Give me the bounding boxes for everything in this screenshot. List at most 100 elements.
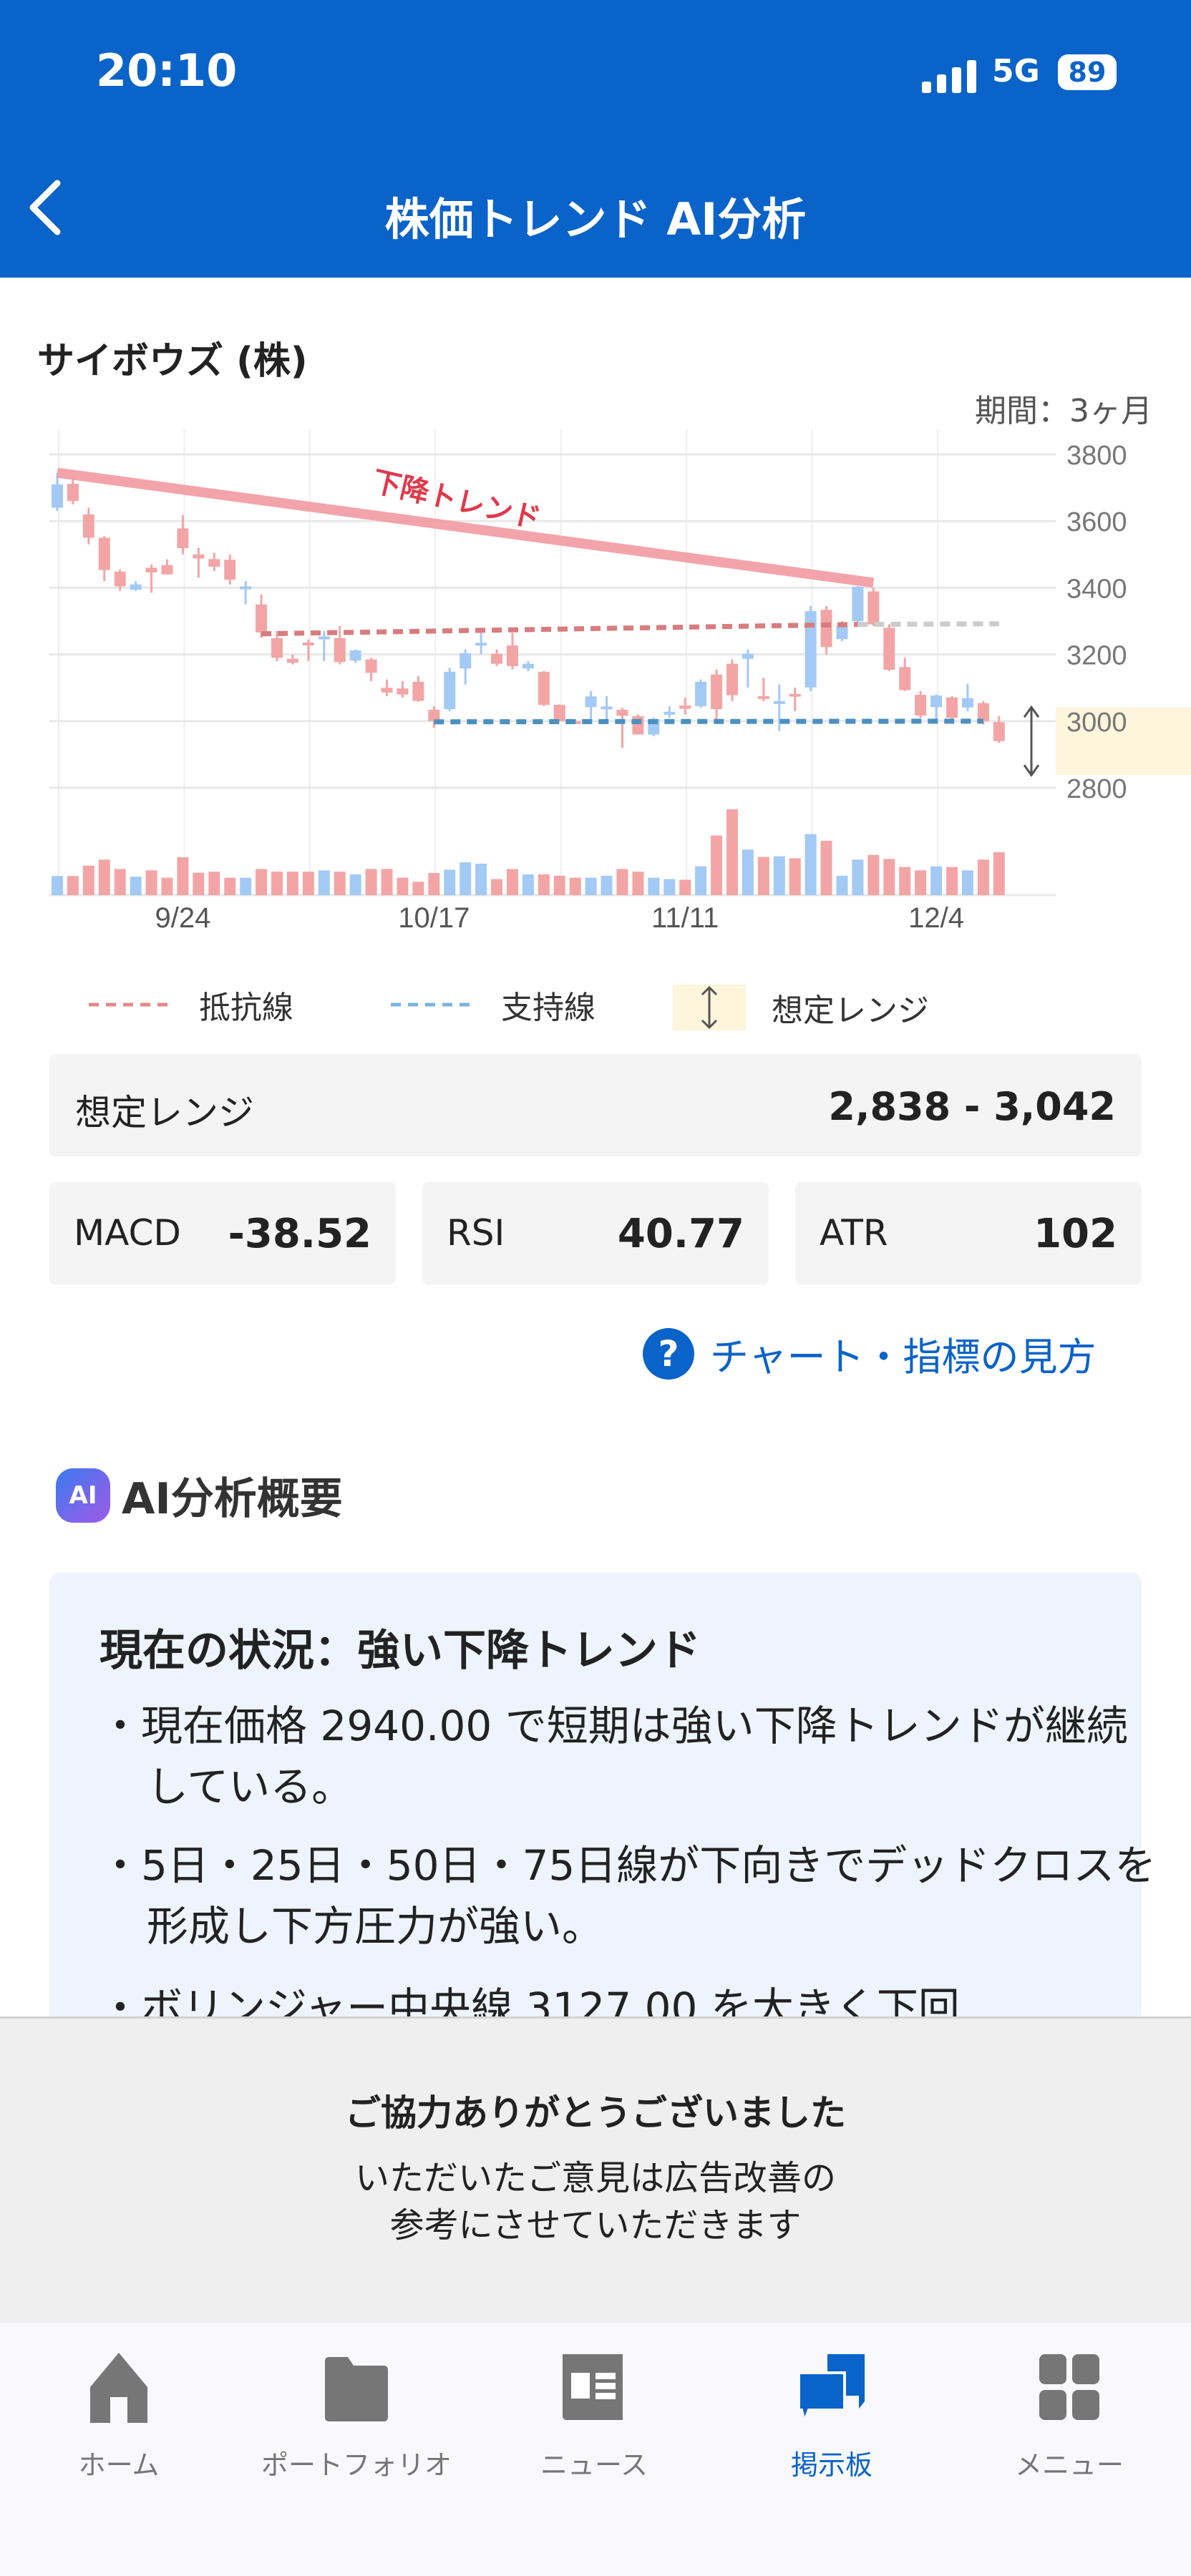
support-line bbox=[434, 718, 983, 725]
candle-body bbox=[98, 537, 110, 570]
volume-bar bbox=[428, 873, 440, 895]
volume-bar bbox=[663, 879, 676, 895]
candle-body bbox=[349, 650, 361, 660]
question-icon: ? bbox=[643, 1327, 694, 1380]
resistance-line bbox=[261, 622, 858, 637]
downtrend-line bbox=[57, 467, 875, 588]
card-title: 現在の状況：強い下降トレンド bbox=[99, 1626, 701, 1676]
volume-bar bbox=[412, 882, 424, 895]
candle-body bbox=[428, 709, 440, 721]
network-type: 5G bbox=[992, 53, 1040, 89]
stat-label: MACD bbox=[74, 1212, 181, 1254]
tab-board[interactable]: 掲示板 bbox=[713, 2323, 951, 2494]
volume-bar bbox=[930, 866, 943, 895]
ai-section-heading: AI AI分析概要 bbox=[56, 1464, 343, 1526]
volume-bar bbox=[820, 841, 832, 895]
bottom-tab-bar: ホーム ポートフォリオ ニュース 掲示板 メニュー bbox=[0, 2323, 1191, 2576]
candle-body bbox=[585, 696, 597, 708]
candle-body bbox=[679, 705, 691, 709]
legend-support-label: 支持線 bbox=[501, 990, 596, 1026]
volume-bar bbox=[867, 854, 880, 895]
candle-body bbox=[757, 696, 769, 699]
candle-body bbox=[412, 681, 424, 701]
candle-body bbox=[444, 671, 456, 710]
candle-body bbox=[616, 709, 628, 716]
candle-body bbox=[601, 706, 613, 710]
volume-bar bbox=[616, 869, 628, 895]
candle-body bbox=[522, 663, 534, 669]
volume-bar bbox=[585, 877, 597, 895]
candle-body bbox=[867, 591, 880, 625]
volume-bar bbox=[365, 869, 377, 895]
volume-bar bbox=[256, 869, 268, 895]
volume-bar bbox=[711, 835, 723, 895]
tab-menu[interactable]: メニュー bbox=[951, 2323, 1188, 2494]
x-tick-label: 12/4 bbox=[908, 902, 964, 934]
candle-body bbox=[397, 688, 409, 695]
app-header: 20:10 5G 89 株価トレンド AI分析 bbox=[0, 0, 1191, 278]
candle-body bbox=[52, 484, 63, 508]
candle-body bbox=[742, 653, 754, 659]
candle-body bbox=[820, 610, 832, 648]
tab-news[interactable]: ニュース bbox=[475, 2323, 713, 2494]
feedback-thanks-banner: ご協力ありがとうございました いただいたご意見は広告改善の 参考にさせていただき… bbox=[0, 2016, 1191, 2325]
volume-bar bbox=[757, 857, 769, 895]
volume-bar bbox=[161, 877, 173, 895]
volume-bar bbox=[444, 869, 456, 895]
ai-summary-card: 現在の状況：強い下降トレンド ・現在価格 2940.00 で短期は強い下降トレン… bbox=[49, 1573, 1156, 2074]
volume-bar bbox=[648, 877, 660, 895]
period-label[interactable]: 期間：3ヶ月 bbox=[975, 393, 1152, 429]
volume-bar bbox=[522, 874, 534, 895]
candle-body bbox=[193, 554, 205, 559]
candle-body bbox=[632, 716, 644, 735]
candle-body bbox=[318, 636, 330, 640]
range-label: 想定レンジ bbox=[75, 1092, 254, 1133]
home-icon bbox=[90, 2353, 147, 2423]
candle-body bbox=[506, 645, 518, 666]
tab-label: 掲示板 bbox=[790, 2449, 872, 2481]
folder-icon bbox=[325, 2357, 388, 2421]
candle-body bbox=[177, 528, 189, 548]
volume-bar bbox=[381, 869, 393, 895]
volume-bar bbox=[804, 834, 817, 895]
volume-bar bbox=[240, 877, 252, 895]
stat-macd: MACD -38.52 bbox=[49, 1182, 396, 1284]
stat-value: 102 bbox=[1034, 1211, 1117, 1257]
range-arrow-icon bbox=[673, 985, 746, 1030]
battery-icon: 89 bbox=[1058, 54, 1117, 90]
volume-bar bbox=[993, 852, 1005, 895]
chart-help-link[interactable]: ? チャート・指標の見方 bbox=[643, 1325, 1096, 1382]
candle-body bbox=[491, 653, 503, 664]
volume-bar bbox=[946, 867, 958, 895]
volume-bar bbox=[961, 870, 973, 895]
legend-resistance-label: 抵抗線 bbox=[199, 990, 293, 1026]
candle-body bbox=[271, 638, 283, 658]
candle-body bbox=[224, 560, 236, 580]
candle-body bbox=[130, 584, 142, 590]
volume-bar bbox=[569, 877, 581, 895]
chevron-left-icon[interactable] bbox=[26, 179, 69, 236]
candle-body bbox=[256, 604, 268, 633]
candle-body bbox=[302, 642, 314, 645]
volume-bar bbox=[286, 872, 298, 895]
candle-body bbox=[836, 625, 848, 640]
tab-portfolio[interactable]: ポートフォリオ bbox=[238, 2323, 475, 2494]
candle-body bbox=[961, 698, 973, 708]
volume-bar bbox=[632, 872, 644, 895]
stat-value: -38.52 bbox=[228, 1211, 371, 1257]
dashed-line-icon bbox=[89, 1002, 167, 1007]
volume-bar bbox=[695, 866, 707, 895]
dashed-line-icon bbox=[391, 1002, 470, 1007]
candle-body bbox=[695, 681, 707, 706]
candle-body bbox=[804, 611, 817, 688]
volume-bar bbox=[773, 856, 785, 895]
x-tick-label: 9/24 bbox=[155, 902, 211, 934]
summary-bullet: ・5日・25日・50日・75日線が下向きでデッドクロスを形成し下方圧力が強い。 bbox=[99, 1841, 1157, 1951]
tab-home[interactable]: ホーム bbox=[0, 2323, 238, 2494]
volume-bar bbox=[67, 876, 79, 895]
volume-bar bbox=[208, 872, 220, 895]
legend-range-label: 想定レンジ bbox=[772, 992, 929, 1029]
chat-bubbles-icon bbox=[797, 2354, 865, 2423]
x-tick-label: 11/11 bbox=[651, 902, 719, 934]
